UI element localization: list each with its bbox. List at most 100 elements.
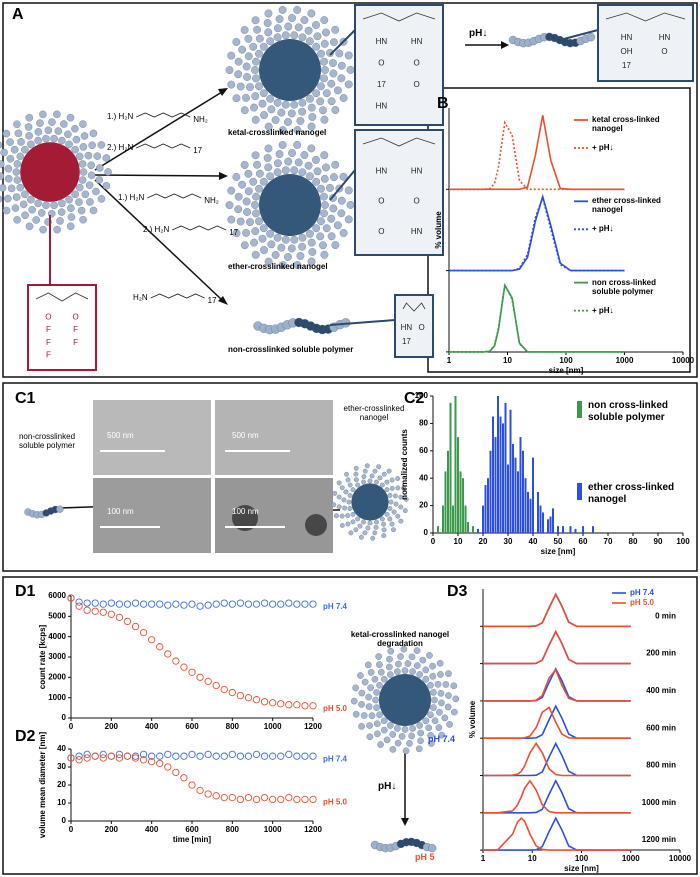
- polymer-bead: [330, 38, 338, 47]
- polymer-bead: [57, 208, 66, 216]
- polymer-bead: [240, 161, 249, 169]
- x-tick-label: 200: [105, 825, 119, 834]
- polymer-bead: [12, 193, 21, 201]
- point: [309, 795, 317, 804]
- polymer-bead: [374, 479, 379, 485]
- polymer-bead: [365, 525, 371, 531]
- polymer-bead: [316, 232, 325, 241]
- polymer-bead: [312, 42, 321, 51]
- curve: [483, 668, 631, 702]
- polymer-bead: [104, 168, 112, 176]
- polymer-bead: [326, 49, 334, 57]
- point: [277, 700, 285, 708]
- polymer-bead: [426, 652, 433, 659]
- nanogel: [0, 110, 112, 234]
- x-tick-label: 30: [504, 537, 513, 546]
- polymer-bead: [305, 37, 314, 46]
- polymer-bead: [259, 224, 268, 233]
- polymer-bead: [422, 675, 430, 683]
- point: [309, 600, 317, 608]
- point: [139, 600, 148, 608]
- polymer-bead: [436, 708, 443, 716]
- bar: [542, 512, 544, 533]
- bar: [497, 396, 499, 533]
- polymer-bead: [232, 229, 241, 238]
- atom-label: HN: [376, 37, 388, 46]
- polymer-bead: [298, 242, 307, 251]
- callout-line: [329, 319, 396, 326]
- polymer-bead: [25, 132, 33, 140]
- polymer-bead: [277, 108, 286, 117]
- polymer-bead: [271, 251, 280, 259]
- polymer-bead: [7, 184, 16, 193]
- legend-label: pH 7.4: [630, 588, 655, 597]
- bar: [477, 528, 479, 533]
- row-label: 0 min: [655, 611, 676, 620]
- polymer-bead: [320, 174, 329, 183]
- polymer-bead: [258, 99, 267, 108]
- polymer-bead: [34, 199, 42, 208]
- point: [244, 694, 253, 702]
- x-tick-label: 600: [185, 825, 199, 834]
- polymer-bead: [319, 106, 327, 115]
- point: [164, 750, 172, 759]
- y-tick-label: 20: [419, 501, 428, 510]
- nanogel-core: [351, 483, 389, 521]
- polymer-bead: [415, 745, 423, 753]
- point: [204, 601, 212, 609]
- arrow-head: [218, 296, 228, 305]
- polymer-bead: [252, 57, 260, 66]
- legend-label: + pH↓: [592, 143, 614, 152]
- polymer-bead: [78, 176, 87, 184]
- polymer-bead: [58, 199, 66, 208]
- polymer-bead: [242, 62, 251, 71]
- polymer-bead: [58, 136, 66, 145]
- point: [91, 752, 99, 760]
- polymer-bead: [312, 89, 321, 98]
- polymer-bead: [307, 257, 316, 266]
- y-axis-title: count rate [kcps]: [38, 624, 47, 689]
- curve: [449, 282, 625, 353]
- polymer-bead: [374, 730, 381, 738]
- point: [269, 795, 277, 804]
- nanogel-core: [378, 673, 432, 727]
- point: [301, 752, 309, 760]
- product-label: ketal-crosslinked nanogel: [228, 128, 327, 137]
- polymer-bead: [428, 844, 437, 853]
- point: [83, 750, 91, 759]
- point: [301, 702, 309, 710]
- point: [236, 691, 245, 700]
- point: [107, 610, 115, 618]
- polymer-bead: [307, 103, 316, 112]
- polymer-bead: [380, 717, 388, 725]
- polymer-bead: [373, 689, 380, 696]
- polymer-bead: [278, 126, 287, 134]
- panel-label: D2: [15, 728, 36, 745]
- polymer-bead: [373, 524, 379, 530]
- bar: [517, 471, 519, 533]
- polymer-bead: [27, 195, 35, 204]
- row-label: 1000 min: [642, 798, 676, 807]
- polymer-bead: [339, 94, 348, 102]
- polymer-bead: [60, 120, 68, 128]
- polymer-bead: [345, 521, 351, 527]
- bar: [529, 498, 532, 533]
- curve: [449, 194, 625, 272]
- curve: [483, 742, 631, 777]
- polymer-bead: [251, 16, 260, 25]
- structure-box: [394, 294, 434, 358]
- point: [269, 699, 277, 707]
- polymer-bead: [255, 34, 264, 43]
- polymer-bead: [388, 499, 394, 505]
- polymer-bead: [450, 682, 458, 690]
- polymer-bead: [65, 195, 73, 204]
- row-label: 600 min: [646, 723, 676, 732]
- polymer-bead: [244, 52, 253, 61]
- polymer-bead: [372, 468, 378, 474]
- polymer-bead: [329, 69, 338, 78]
- point: [285, 750, 293, 759]
- atom-label: O: [378, 58, 384, 67]
- polymer-bead: [240, 106, 249, 115]
- polymer-bead: [2, 129, 11, 138]
- atom-label: HN: [621, 33, 633, 42]
